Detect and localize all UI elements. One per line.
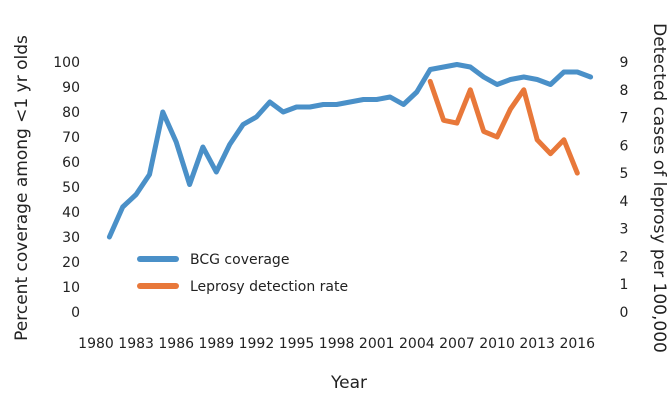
data-point-bcg bbox=[588, 75, 593, 80]
y-left-tick-label: 40 bbox=[62, 205, 80, 221]
data-point-leprosy bbox=[548, 151, 553, 156]
data-point-bcg bbox=[241, 122, 246, 127]
data-point-bcg bbox=[374, 97, 379, 102]
y-left-tick-label: 10 bbox=[62, 280, 80, 296]
data-point-bcg bbox=[454, 62, 459, 67]
data-point-bcg bbox=[548, 82, 553, 87]
y-left-tick-label: 30 bbox=[62, 230, 80, 246]
x-tick-label: 1995 bbox=[279, 336, 315, 352]
data-point-bcg bbox=[294, 105, 299, 110]
data-point-bcg bbox=[281, 110, 286, 115]
series-line-leprosy-detection-rate bbox=[427, 78, 580, 176]
x-axis-title: Year bbox=[330, 373, 367, 393]
x-tick-label: 1992 bbox=[239, 336, 275, 352]
x-tick-label: 2010 bbox=[479, 336, 515, 352]
data-point-leprosy bbox=[441, 118, 446, 123]
y-left-tick-label: 90 bbox=[62, 80, 80, 96]
series-line-bcg-coverage bbox=[106, 62, 594, 240]
data-point-bcg bbox=[361, 97, 366, 102]
data-point-bcg bbox=[508, 77, 513, 82]
x-tick-label: 1980 bbox=[78, 336, 114, 352]
data-point-bcg bbox=[200, 145, 205, 150]
data-point-bcg bbox=[561, 70, 566, 75]
y-left-tick-label: 70 bbox=[62, 130, 80, 146]
y-axis-left-title: Percent coverage among <1 yr olds bbox=[12, 35, 32, 341]
data-point-bcg bbox=[120, 205, 125, 210]
x-tick-label: 2007 bbox=[439, 336, 475, 352]
y-right-tick-label: 5 bbox=[620, 166, 629, 182]
data-point-bcg bbox=[521, 75, 526, 80]
y-left-tick-label: 80 bbox=[62, 105, 80, 121]
x-tick-label: 2004 bbox=[399, 336, 435, 352]
data-point-bcg bbox=[147, 172, 152, 177]
series-layer bbox=[106, 62, 594, 240]
y-right-tick-label: 9 bbox=[620, 55, 629, 71]
data-point-leprosy bbox=[468, 87, 473, 92]
y-left-tick-label: 20 bbox=[62, 255, 80, 271]
data-point-leprosy bbox=[454, 121, 459, 126]
y-right-tick-label: 6 bbox=[620, 138, 629, 154]
data-point-bcg bbox=[160, 110, 165, 115]
data-point-bcg bbox=[174, 140, 179, 145]
y-right-tick-label: 8 bbox=[620, 83, 629, 99]
data-point-leprosy bbox=[481, 129, 486, 134]
legend-label-bcg: BCG coverage bbox=[190, 252, 289, 268]
data-point-bcg bbox=[414, 90, 419, 95]
y-left-tick-label: 100 bbox=[53, 55, 80, 71]
data-point-leprosy bbox=[561, 137, 566, 142]
data-point-bcg bbox=[388, 95, 393, 100]
data-point-leprosy bbox=[521, 87, 526, 92]
y-left-tick-label: 60 bbox=[62, 155, 80, 171]
data-point-bcg bbox=[254, 115, 259, 120]
x-tick-label: 2001 bbox=[359, 336, 395, 352]
x-tick-label: 1983 bbox=[118, 336, 154, 352]
y-right-tick-label: 3 bbox=[620, 222, 629, 238]
data-point-leprosy bbox=[508, 107, 513, 112]
data-point-bcg bbox=[134, 192, 139, 197]
data-point-bcg bbox=[441, 65, 446, 70]
y-right-tick-label: 7 bbox=[620, 111, 629, 127]
y-left-tick-label: 50 bbox=[62, 180, 80, 196]
data-point-bcg bbox=[401, 102, 406, 107]
y-right-tick-label: 4 bbox=[620, 194, 629, 210]
data-point-leprosy bbox=[428, 79, 433, 84]
y-right-tick-label: 0 bbox=[620, 305, 629, 321]
data-point-leprosy bbox=[535, 137, 540, 142]
y-right-tick-label: 2 bbox=[620, 249, 629, 265]
data-point-leprosy bbox=[495, 135, 500, 140]
data-point-leprosy bbox=[575, 171, 580, 176]
data-point-bcg bbox=[227, 142, 232, 147]
axes-layer: 0 10 20 30 40 50 60 70 80 90 100 0 1 2 3 4 5 6 7 8 9 1980 1983… bbox=[53, 55, 628, 352]
legend: BCG coverage Leprosy detection rate bbox=[137, 252, 348, 295]
data-point-bcg bbox=[267, 100, 272, 105]
data-point-bcg bbox=[575, 70, 580, 75]
data-point-bcg bbox=[468, 65, 473, 70]
y-right-tick-label: 1 bbox=[620, 277, 629, 293]
y-left-tick-label: 0 bbox=[71, 305, 80, 321]
x-tick-label: 1998 bbox=[319, 336, 355, 352]
x-tick-label: 1986 bbox=[158, 336, 194, 352]
x-tick-label: 1989 bbox=[198, 336, 234, 352]
data-point-bcg bbox=[535, 77, 540, 82]
x-tick-label: 2016 bbox=[559, 336, 595, 352]
y-axis-right-title: Detected cases of leprosy per 100,000 bbox=[649, 23, 669, 353]
legend-label-leprosy: Leprosy detection rate bbox=[190, 279, 348, 295]
data-point-bcg bbox=[307, 105, 312, 110]
data-point-bcg bbox=[187, 182, 192, 187]
x-tick-label: 2013 bbox=[519, 336, 555, 352]
data-point-bcg bbox=[495, 82, 500, 87]
data-point-bcg bbox=[348, 100, 353, 105]
data-point-bcg bbox=[334, 102, 339, 107]
data-point-bcg bbox=[428, 67, 433, 72]
data-point-bcg bbox=[481, 75, 486, 80]
data-point-bcg bbox=[321, 102, 326, 107]
data-point-bcg bbox=[214, 170, 219, 175]
data-point-bcg bbox=[107, 235, 112, 240]
